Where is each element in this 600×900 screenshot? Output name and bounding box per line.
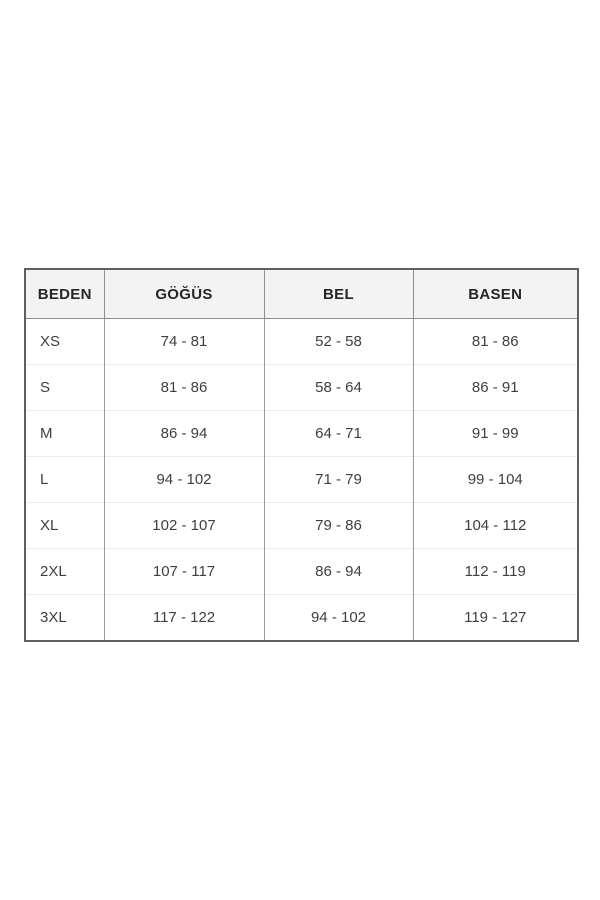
range-cell: 119 - 127 xyxy=(412,594,578,641)
range-cell: 102 - 107 xyxy=(103,502,264,549)
size-cell: M xyxy=(25,410,104,457)
column-header-bel: BEL xyxy=(263,269,413,319)
range-cell: 74 - 81 xyxy=(103,318,264,365)
size-cell: 3XL xyxy=(25,594,104,641)
range-cell: 81 - 86 xyxy=(412,318,578,365)
table-row-m: M 86 - 94 64 - 71 91 - 99 xyxy=(25,410,578,457)
range-cell: 94 - 102 xyxy=(263,594,413,641)
range-cell: 86 - 94 xyxy=(263,548,413,595)
range-cell: 64 - 71 xyxy=(263,410,413,457)
range-cell: 58 - 64 xyxy=(263,364,413,411)
range-cell: 107 - 117 xyxy=(103,548,264,595)
range-cell: 86 - 91 xyxy=(412,364,578,411)
column-header-gogus: GÖĞÜS xyxy=(103,269,264,319)
table-row-2xl: 2XL 107 - 117 86 - 94 112 - 119 xyxy=(25,548,578,595)
range-cell: 94 - 102 xyxy=(103,456,264,503)
size-cell: L xyxy=(25,456,104,503)
range-cell: 81 - 86 xyxy=(103,364,264,411)
range-cell: 71 - 79 xyxy=(263,456,413,503)
range-cell: 79 - 86 xyxy=(263,502,413,549)
table-row-xs: XS 74 - 81 52 - 58 81 - 86 xyxy=(25,318,578,365)
range-cell: 91 - 99 xyxy=(412,410,578,457)
size-cell: 2XL xyxy=(25,548,104,595)
table-header-row: BEDEN GÖĞÜS BEL BASEN xyxy=(25,269,578,319)
range-cell: 104 - 112 xyxy=(412,502,578,549)
column-header-beden: BEDEN xyxy=(25,269,104,319)
size-chart-table: BEDEN GÖĞÜS BEL BASEN XS 74 - 81 52 - 58… xyxy=(24,268,579,642)
range-cell: 117 - 122 xyxy=(103,594,264,641)
size-chart: BEDEN GÖĞÜS BEL BASEN XS 74 - 81 52 - 58… xyxy=(24,268,579,642)
column-header-basen: BASEN xyxy=(412,269,578,319)
range-cell: 112 - 119 xyxy=(412,548,578,595)
range-cell: 52 - 58 xyxy=(263,318,413,365)
table-row-s: S 81 - 86 58 - 64 86 - 91 xyxy=(25,364,578,411)
table-row-xl: XL 102 - 107 79 - 86 104 - 112 xyxy=(25,502,578,549)
size-cell: XL xyxy=(25,502,104,549)
size-cell: S xyxy=(25,364,104,411)
range-cell: 86 - 94 xyxy=(103,410,264,457)
range-cell: 99 - 104 xyxy=(412,456,578,503)
table-row-3xl: 3XL 117 - 122 94 - 102 119 - 127 xyxy=(25,594,578,641)
size-cell: XS xyxy=(25,318,104,365)
table-row-l: L 94 - 102 71 - 79 99 - 104 xyxy=(25,456,578,503)
